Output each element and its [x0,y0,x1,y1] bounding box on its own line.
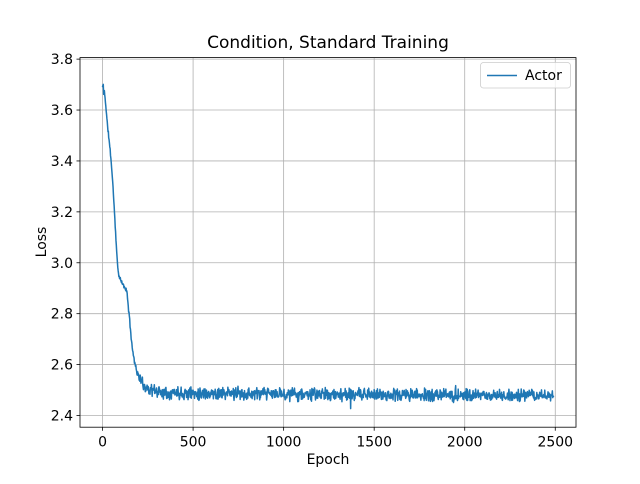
x-tick-label: 1500 [356,435,392,451]
y-tick-label: 3.2 [51,205,73,221]
y-tick-label: 3.8 [51,52,73,68]
axis-ticks [76,58,556,431]
x-tick-label: 0 [98,435,107,451]
x-axis-label: Epoch [307,452,350,468]
plot-border [79,57,577,428]
y-tick-label: 2.4 [51,408,73,424]
series-lines [101,83,555,410]
y-axis-label: Loss [34,227,50,258]
y-tick-label: 2.6 [51,358,73,374]
y-tick-label: 2.8 [51,307,73,323]
axes-spines [79,57,577,428]
grid [80,57,576,428]
x-tick-label: 1000 [266,435,302,451]
axis-tick-labels: 0 500 1000 1500 2000 2500 2.4 2.6 2.8 3.0 3.2 3.4 3.… [51,52,573,451]
chart-title: Condition, Standard Training [207,33,449,53]
x-tick-label: 2000 [447,435,483,451]
x-tick-label: 2500 [537,435,573,451]
y-tick-label: 3.0 [51,256,73,272]
x-tick-label: 500 [180,435,207,451]
legend-box [480,62,571,89]
legend-label: Actor [525,68,562,84]
y-tick-label: 3.4 [51,154,73,170]
series-line-actor [101,83,555,410]
legend: Actor [480,62,571,89]
y-tick-label: 3.6 [51,103,73,119]
